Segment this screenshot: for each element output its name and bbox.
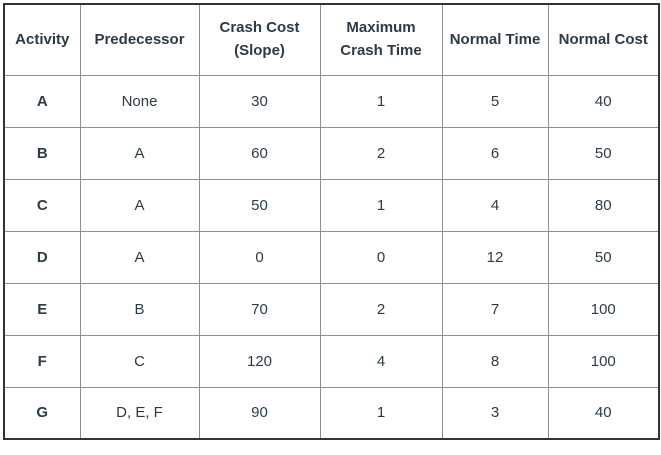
crash-cost-table: Activity Predecessor Crash Cost (Slope) … xyxy=(3,3,660,440)
column-header-activity: Activity xyxy=(3,3,81,76)
cell-crash-cost-slope: 30 xyxy=(198,74,321,128)
cell-normal-cost: 50 xyxy=(547,126,660,180)
cell-activity: E xyxy=(3,282,81,336)
cell-predecessor: C xyxy=(79,334,200,388)
cell-crash-cost-slope: 120 xyxy=(198,334,321,388)
cell-crash-cost-slope: 60 xyxy=(198,126,321,180)
cell-normal-cost: 100 xyxy=(547,282,660,336)
cell-normal-time: 8 xyxy=(441,334,549,388)
column-header-max-crash-time: Maximum Crash Time xyxy=(319,3,443,76)
cell-predecessor: A xyxy=(79,230,200,284)
header-row: Activity Predecessor Crash Cost (Slope) … xyxy=(3,3,660,76)
table-row-g: G D, E, F 90 1 3 40 xyxy=(3,386,660,440)
table-header: Activity Predecessor Crash Cost (Slope) … xyxy=(3,3,660,76)
table-row-b: B A 60 2 6 50 xyxy=(3,126,660,180)
cell-activity: G xyxy=(3,386,81,440)
cell-normal-cost: 50 xyxy=(547,230,660,284)
cell-normal-time: 6 xyxy=(441,126,549,180)
table-row-c: C A 50 1 4 80 xyxy=(3,178,660,232)
column-header-predecessor: Predecessor xyxy=(79,3,200,76)
cell-max-crash-time: 2 xyxy=(319,126,443,180)
cell-normal-time: 3 xyxy=(441,386,549,440)
cell-activity: D xyxy=(3,230,81,284)
cell-activity: F xyxy=(3,334,81,388)
cell-predecessor: A xyxy=(79,126,200,180)
column-header-normal-cost: Normal Cost xyxy=(547,3,660,76)
cell-predecessor: None xyxy=(79,74,200,128)
cell-normal-time: 7 xyxy=(441,282,549,336)
cell-max-crash-time: 0 xyxy=(319,230,443,284)
cell-max-crash-time: 1 xyxy=(319,386,443,440)
cell-crash-cost-slope: 50 xyxy=(198,178,321,232)
table-row-d: D A 0 0 12 50 xyxy=(3,230,660,284)
cell-predecessor: D, E, F xyxy=(79,386,200,440)
cell-activity: C xyxy=(3,178,81,232)
cell-normal-cost: 80 xyxy=(547,178,660,232)
cell-predecessor: A xyxy=(79,178,200,232)
table-row-e: E B 70 2 7 100 xyxy=(3,282,660,336)
column-header-normal-time: Normal Time xyxy=(441,3,549,76)
cell-max-crash-time: 1 xyxy=(319,178,443,232)
cell-crash-cost-slope: 70 xyxy=(198,282,321,336)
cell-normal-time: 4 xyxy=(441,178,549,232)
cell-normal-cost: 100 xyxy=(547,334,660,388)
table-row-a: A None 30 1 5 40 xyxy=(3,74,660,128)
table-body: A None 30 1 5 40 B A 60 2 6 50 C A 50 1 … xyxy=(3,74,660,440)
cell-max-crash-time: 1 xyxy=(319,74,443,128)
cell-activity: B xyxy=(3,126,81,180)
cell-normal-cost: 40 xyxy=(547,74,660,128)
table-row-f: F C 120 4 8 100 xyxy=(3,334,660,388)
cell-max-crash-time: 4 xyxy=(319,334,443,388)
cell-crash-cost-slope: 0 xyxy=(198,230,321,284)
cell-activity: A xyxy=(3,74,81,128)
cell-normal-time: 5 xyxy=(441,74,549,128)
cell-max-crash-time: 2 xyxy=(319,282,443,336)
cell-normal-time: 12 xyxy=(441,230,549,284)
column-header-crash-cost: Crash Cost (Slope) xyxy=(198,3,321,76)
cell-crash-cost-slope: 90 xyxy=(198,386,321,440)
cell-normal-cost: 40 xyxy=(547,386,660,440)
cell-predecessor: B xyxy=(79,282,200,336)
